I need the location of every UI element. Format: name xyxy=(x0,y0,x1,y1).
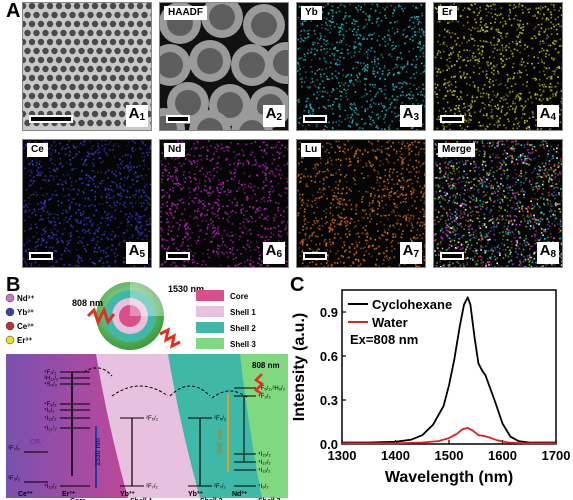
x-tick-label: 1300 xyxy=(328,448,357,463)
x-tick-label: 1400 xyxy=(381,448,410,463)
scale-bar xyxy=(442,254,462,258)
shell-legend: Core Shell 1 Shell 2 Shell 3 xyxy=(196,290,256,349)
y-tick-label: 0.3 xyxy=(320,393,338,408)
scale-bar xyxy=(442,117,462,121)
ion-legend-label: Nd³⁺ xyxy=(17,294,35,303)
panel-c-label: C xyxy=(290,274,305,296)
ion-dot-icon xyxy=(5,293,15,303)
tile-name: Ce xyxy=(27,143,48,157)
tile-subpanel-label: A3 xyxy=(399,105,422,127)
x-tick-label: 1700 xyxy=(542,448,571,463)
x-axis-label: Wavelength (nm) xyxy=(385,469,513,486)
scale-bar xyxy=(305,117,325,121)
legend-label: Cyclohexane xyxy=(372,297,452,312)
excitation-annotation: Ex=808 nm xyxy=(350,332,418,347)
y-tick-label: 0.0 xyxy=(320,437,338,452)
tile-lu: Lu A7 xyxy=(296,139,426,268)
tile-name: Nd xyxy=(164,143,186,157)
shell-legend-label: Shell 2 xyxy=(230,324,256,333)
tile-subpanel-label: A7 xyxy=(399,242,422,264)
shell-legend-label: Core xyxy=(230,292,249,301)
tile-tem: A1 xyxy=(22,2,152,131)
tile-name: HAADF xyxy=(164,6,207,20)
shell-legend-swatch xyxy=(196,290,224,301)
emission-spectrum-chart: 1300 1400 1500 1600 1700 0.0 0.3 0.6 0.9 Waveleng… xyxy=(291,289,571,486)
pump-laser-icon xyxy=(254,373,264,396)
tile-subpanel-label: A4 xyxy=(536,105,559,127)
panel-b-figure: Nd³⁺ Yb³⁺ Ce³⁺ Er³⁺ 808 nm 1530 nm Core Shel… xyxy=(5,282,288,500)
ion-dot-icon xyxy=(5,335,15,345)
ion-dot-icon xyxy=(5,321,15,331)
ion-dot-icon xyxy=(5,307,15,317)
shell-legend-label: Shell 3 xyxy=(230,340,256,349)
laser-in-label: 808 nm xyxy=(72,298,103,308)
scale-bar xyxy=(31,254,51,258)
laser-in-icon xyxy=(86,306,116,326)
scale-bar xyxy=(305,254,325,258)
tile-subpanel-label: A2 xyxy=(262,105,285,127)
shell-legend-swatch xyxy=(196,322,224,333)
shell-legend-swatch xyxy=(196,306,224,317)
tile-ce: Ce A5 xyxy=(22,139,152,268)
tile-er: Er A4 xyxy=(433,2,563,131)
tile-yb: Yb A3 xyxy=(296,2,426,131)
tile-nd: Nd A6 xyxy=(159,139,289,268)
laser-out-icon xyxy=(159,327,181,349)
ion-legend-label: Er³⁺ xyxy=(17,336,32,345)
y-tick-label: 0.9 xyxy=(320,305,338,320)
series-line-water xyxy=(342,427,556,445)
ion-legend-label: Yb³⁺ xyxy=(17,308,34,317)
tile-name: Er xyxy=(438,6,457,20)
x-tick-label: 1500 xyxy=(435,448,464,463)
y-tick-label: 0.6 xyxy=(320,349,338,364)
tile-subpanel-label: A6 xyxy=(262,242,285,264)
tile-subpanel-label: A8 xyxy=(536,242,559,264)
tile-name: Yb xyxy=(301,6,322,20)
tile-haadf: HAADF A2 xyxy=(159,2,289,131)
core-shell-particle-icon xyxy=(96,282,164,350)
series-line-cyclohexane xyxy=(342,296,556,444)
ion-legend-label: Ce³⁺ xyxy=(17,322,34,331)
scale-bar xyxy=(31,117,71,121)
panel-b-label: B xyxy=(6,274,21,296)
tile-merge: Merge A8 xyxy=(433,139,563,268)
energy-level-diagram: ²F₇/₂²F₅/₂⁴F₇/₂²H₁₁/₂⁴S₃/₂⁴F₉/₂⁴I₉/₂⁴I₁₁… xyxy=(6,354,288,500)
tile-subpanel-label: A1 xyxy=(125,105,148,127)
tile-subpanel-label: A5 xyxy=(125,242,148,264)
scale-bar xyxy=(168,117,188,121)
panel-a-label: A xyxy=(6,0,21,22)
legend-label: Water xyxy=(372,315,408,330)
tile-name: Merge xyxy=(438,143,476,157)
shell-legend-label: Shell 1 xyxy=(230,308,256,317)
tile-name: Lu xyxy=(301,143,322,157)
scale-bar xyxy=(168,254,188,258)
x-tick-label: 1600 xyxy=(488,448,517,463)
plot-frame xyxy=(341,289,557,445)
y-axis-label: Intensity (a.u.) xyxy=(291,313,308,421)
shell-legend-swatch xyxy=(196,338,224,349)
laser-out-label: 1530 nm xyxy=(168,284,204,294)
ion-legend: Nd³⁺ Yb³⁺ Ce³⁺ Er³⁺ xyxy=(5,293,35,345)
